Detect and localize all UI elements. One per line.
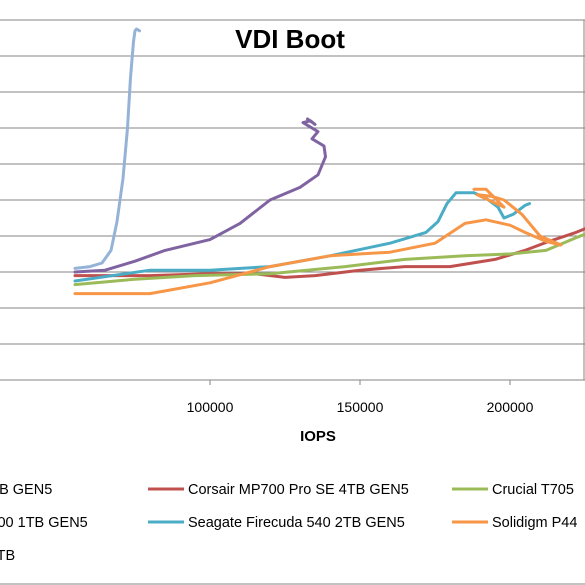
series-line-2 — [73, 232, 585, 287]
legend-label-1-0: s 12000 1TB GEN5 — [0, 515, 88, 531]
x-tick-label-0: 100000 — [187, 399, 234, 415]
x-axis-label: IOPS — [300, 428, 336, 445]
series-line-5 — [73, 187, 563, 296]
legend: 40 2TB GEN5 Corsair MP700 Pro SE 4TB GEN5… — [0, 482, 577, 564]
series-line-3 — [73, 117, 327, 274]
legend-label-1-1: Seagate Firecuda 540 2TB GEN5 — [188, 515, 405, 531]
legend-label-0-1: Corsair MP700 Pro SE 4TB GEN5 — [188, 482, 409, 498]
series-line-4 — [73, 191, 531, 283]
x-tick-labels: 100000 150000 200000 — [187, 380, 534, 415]
legend-label-2-0: Pro 2TB — [0, 548, 15, 564]
plot-series — [73, 27, 585, 296]
legend-label-1-2: Solidigm P44 — [492, 515, 577, 531]
series-line-0 — [73, 27, 141, 270]
legend-label-0-2: Crucial T705 — [492, 482, 574, 498]
x-tick-label-1: 150000 — [337, 399, 384, 415]
legend-label-0-0: 40 2TB GEN5 — [0, 482, 52, 498]
x-tick-label-2: 200000 — [487, 399, 534, 415]
chart-title: VDI Boot — [235, 24, 345, 54]
